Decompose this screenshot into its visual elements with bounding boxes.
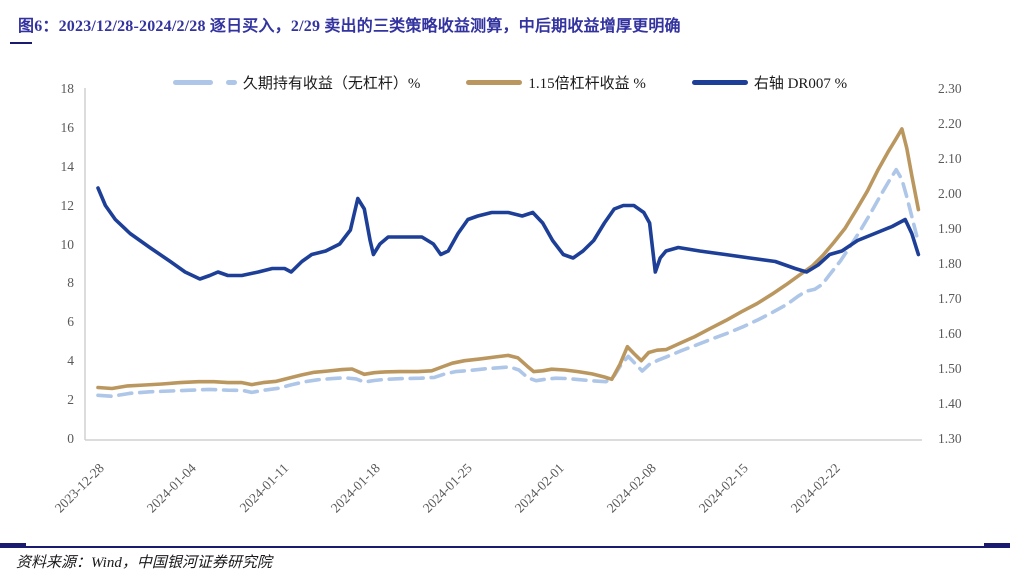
y-axis-label-right: 2.20 (938, 116, 962, 131)
series-line-0 (96, 167, 919, 399)
y-axis-label-right: 2.30 (938, 81, 962, 96)
y-axis-label-right: 1.70 (938, 291, 962, 306)
y-axis-label-left: 4 (67, 353, 74, 369)
y-axis-label-left: 6 (67, 314, 74, 330)
y-axis-label-right: 1.30 (938, 431, 962, 446)
legend-line-swatch-icon (466, 80, 523, 85)
y-axis-label-left: 12 (60, 197, 75, 213)
legend-dash-swatch-icon (225, 80, 237, 85)
y-axis-label-right: 1.50 (938, 361, 962, 376)
chart-canvas (84, 88, 922, 441)
y-axis-label-right: 1.80 (938, 256, 962, 271)
title-underline (10, 42, 32, 44)
legend-label: 久期持有收益（无杠杆）% (242, 76, 421, 92)
y-axis-label-left: 18 (60, 81, 75, 96)
legend-line-swatch-icon (691, 80, 748, 85)
y-axis-label-right: 1.60 (938, 326, 962, 341)
series-line-2 (96, 186, 921, 281)
legend-label: 右轴 DR007 % (753, 76, 848, 92)
bottom-rule (0, 546, 1010, 548)
y-axis-label-left: 16 (60, 119, 75, 135)
legend-item-0: 久期持有收益（无杠杆）% (172, 72, 421, 93)
bottom-rule-cap-right (984, 543, 1010, 546)
figure-title: 图6：2023/12/28-2024/2/28 逐日买入，2/29 卖出的三类策… (18, 18, 681, 35)
y-axis-label-left: 14 (60, 158, 75, 174)
y-axis-label-right: 2.00 (938, 186, 962, 201)
bottom-rule-cap-left (0, 543, 26, 546)
series-line-1 (96, 127, 921, 391)
legend-dash-swatch-icon (172, 80, 213, 85)
y-axis-label-right: 1.90 (938, 221, 962, 236)
legend-label: 1.15倍杠杆收益 % (528, 76, 646, 92)
legend-item-1: 1.15倍杠杆收益 % (466, 72, 646, 93)
legend-item-2: 右轴 DR007 % (691, 72, 848, 93)
source-note: 资料来源：Wind，中国银河证券研究院 (16, 555, 272, 571)
y-axis-label-right: 1.40 (938, 396, 962, 411)
chart-legend: 久期持有收益（无杠杆）% 1.15倍杠杆收益 % 右轴 DR007 % (85, 72, 935, 93)
y-axis-label-left: 0 (67, 431, 74, 446)
y-axis-label-left: 8 (67, 275, 74, 291)
y-axis-label-right: 2.10 (938, 151, 962, 166)
y-axis-label-left: 2 (67, 392, 74, 408)
y-axis-label-left: 10 (60, 236, 75, 252)
